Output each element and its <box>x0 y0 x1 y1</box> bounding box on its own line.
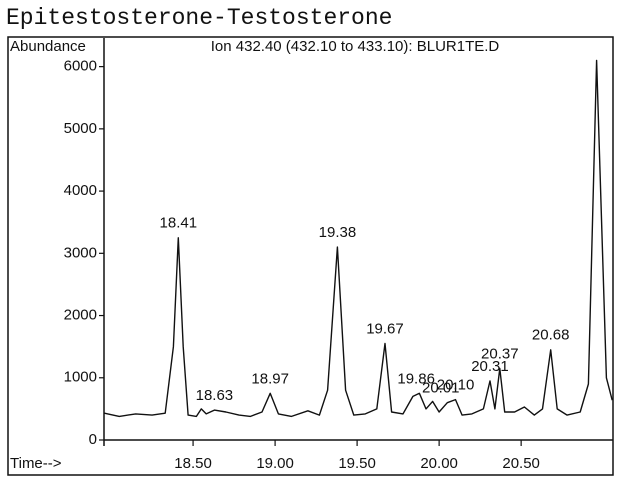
plot-frame <box>7 36 614 476</box>
x-tick-label: 19.50 <box>338 455 376 472</box>
x-tick-label: 20.50 <box>502 455 540 472</box>
y-tick-label: 3000 <box>64 244 97 261</box>
peak-label: 18.63 <box>196 387 234 404</box>
y-tick-label: 0 <box>89 431 97 448</box>
x-tick-label: 18.50 <box>174 455 212 472</box>
peak-label: 20.68 <box>532 327 570 344</box>
x-axis-label: Time--> <box>10 455 62 472</box>
peak-label: 18.41 <box>160 215 198 232</box>
peak-label: 18.97 <box>251 370 289 387</box>
peak-label: 19.86 <box>397 370 435 387</box>
y-tick-label: 5000 <box>64 120 97 137</box>
peak-label: 19.38 <box>319 224 357 241</box>
y-tick-label: 4000 <box>64 182 97 199</box>
peak-label: 20.37 <box>481 345 519 362</box>
x-tick-label: 19.00 <box>256 455 294 472</box>
chart-subtitle: Ion 432.40 (432.10 to 433.10): BLUR1TE.D <box>211 38 500 55</box>
y-tick-label: 6000 <box>64 58 97 75</box>
peak-label: 20.10 <box>437 377 475 394</box>
y-axis-label: Abundance <box>10 38 86 55</box>
x-tick-label: 20.00 <box>420 455 458 472</box>
peak-label: 20.31 <box>471 358 509 375</box>
y-tick-label: 2000 <box>64 307 97 324</box>
peak-label: 20.01 <box>422 380 460 397</box>
trace-line <box>104 59 613 418</box>
chart-title: Epitestosterone-Testosterone <box>6 5 392 31</box>
y-tick-label: 1000 <box>64 369 97 386</box>
peak-label: 19.67 <box>366 321 404 338</box>
